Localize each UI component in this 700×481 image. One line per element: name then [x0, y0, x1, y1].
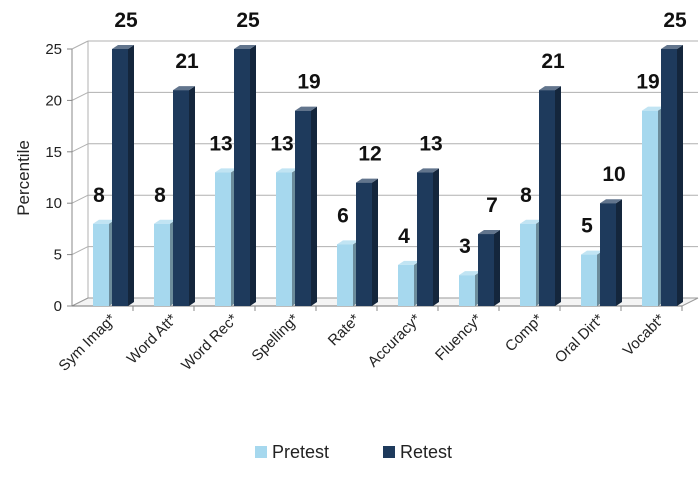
y-tick-label: 5: [54, 247, 62, 264]
x-tick-label: Spelling*: [248, 311, 302, 365]
x-tick-label: Fluency*: [432, 311, 485, 364]
gridline-depth: [71, 194, 89, 204]
bar-retest: [234, 45, 256, 306]
data-label-pretest: 4: [398, 225, 410, 248]
y-axis-label: Percentile: [14, 140, 33, 216]
bar-retest: [356, 178, 378, 306]
data-label-retest: 21: [541, 50, 565, 73]
bar-retest: [112, 45, 134, 306]
data-label-pretest: 8: [520, 184, 532, 207]
legend-label: Retest: [400, 442, 452, 462]
data-label-pretest: 13: [270, 132, 293, 155]
data-label-retest: 10: [602, 163, 625, 186]
gridline-depth: [71, 91, 89, 101]
y-axis: 0 5 10 15 20 25: [45, 41, 73, 315]
bar-retest: [600, 199, 622, 306]
bar-pretest: [459, 271, 481, 306]
legend-swatch: [383, 446, 395, 458]
data-label-pretest: 5: [581, 215, 593, 238]
data-label-retest: 13: [419, 132, 442, 155]
legend-item-retest: Retest: [383, 442, 452, 462]
y-tick-label: 20: [45, 92, 62, 109]
data-label-retest: 25: [236, 9, 260, 32]
bars: [93, 45, 683, 307]
data-label-pretest: 13: [209, 132, 232, 155]
x-tick-label: Oral Dirt*: [552, 311, 608, 367]
gridline-depth: [71, 246, 89, 256]
bar-pretest: [93, 219, 115, 306]
bar-pretest: [581, 250, 603, 306]
legend: Pretest Retest: [255, 442, 452, 462]
gridline-depth: [71, 143, 89, 153]
bar-pretest: [642, 106, 664, 307]
x-tick-label: Accuracy*: [365, 311, 425, 371]
data-label-retest: 19: [297, 71, 320, 94]
x-tick-label: Sym Imag*: [55, 311, 119, 375]
bar-retest: [661, 45, 683, 306]
legend-label: Pretest: [272, 442, 329, 462]
bar-retest: [295, 106, 317, 307]
bar-retest: [539, 86, 561, 307]
x-tick-label: Word Rec*: [178, 311, 241, 374]
data-label-retest: 25: [114, 9, 138, 32]
data-label-pretest: 8: [154, 184, 166, 207]
bar-pretest: [520, 219, 542, 306]
y-tick-label: 15: [45, 144, 62, 161]
bar-retest: [478, 230, 500, 306]
bar-pretest: [337, 240, 359, 306]
bar-pretest: [154, 219, 176, 306]
x-axis: Sym Imag* Word Att*Word Rec* Spelling* Rate…: [55, 306, 683, 375]
data-label-pretest: 19: [636, 71, 659, 94]
y-tick-label: 10: [45, 195, 62, 212]
x-tick-label: Vocabt*: [620, 311, 669, 360]
data-label-pretest: 8: [93, 184, 105, 207]
bar-retest: [173, 86, 195, 307]
data-label-retest: 12: [358, 143, 381, 166]
y-tick-label: 25: [45, 41, 62, 58]
data-label-retest: 25: [663, 9, 687, 32]
data-label-pretest: 3: [459, 235, 471, 258]
bar-pretest: [276, 168, 298, 306]
bar-pretest: [398, 260, 420, 306]
data-label-retest: 7: [486, 194, 498, 217]
legend-swatch: [255, 446, 267, 458]
x-tick-label: Word Att*: [124, 311, 181, 368]
gridline-depth: [71, 40, 89, 50]
bar-pretest: [215, 168, 237, 306]
data-label-retest: 21: [175, 50, 199, 73]
x-tick-label: Comp*: [502, 311, 547, 356]
bar-retest: [417, 168, 439, 306]
legend-item-pretest: Pretest: [255, 442, 329, 462]
y-tick-label: 0: [54, 298, 62, 315]
data-label-pretest: 6: [337, 204, 349, 227]
x-tick-label: Rate*: [325, 311, 364, 350]
